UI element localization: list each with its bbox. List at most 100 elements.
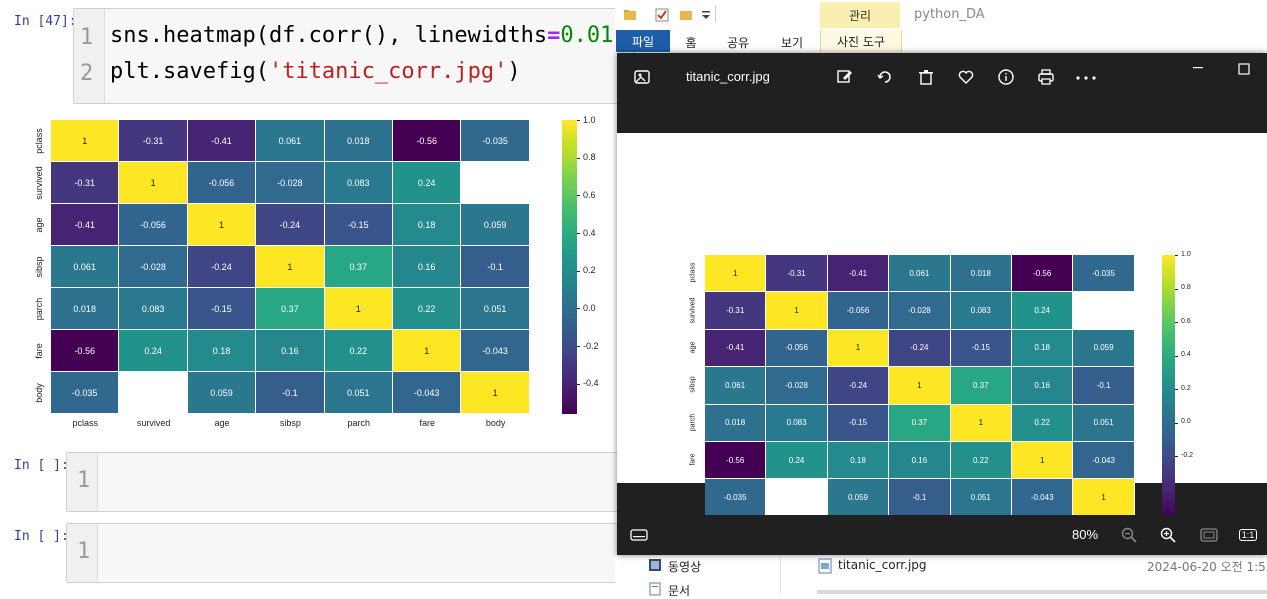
x-tick-label: parch <box>347 418 371 428</box>
favorite-icon <box>958 70 974 84</box>
folder-icon[interactable] <box>623 8 637 22</box>
heatmap-cell: 0.083 <box>324 162 393 204</box>
heatmap-cell: 0.061 <box>889 255 951 293</box>
colorbar-tick-mark <box>1175 355 1178 357</box>
heatmap-cell: 0.24 <box>1012 292 1074 330</box>
heatmap-cell: -0.028 <box>119 246 188 288</box>
info-button[interactable] <box>994 65 1018 89</box>
heatmap-cell: 0.22 <box>324 330 393 372</box>
heatmap-cell: -0.24 <box>187 246 257 288</box>
heatmap-cell: 1 <box>827 329 890 368</box>
colorbar-tick-label: 0.0 <box>583 302 596 313</box>
x-tick-label: pclass <box>72 418 98 428</box>
new-folder-icon[interactable] <box>679 8 693 22</box>
heatmap-cell: 1 <box>324 288 393 330</box>
code-cell-1[interactable]: 1 2 sns.heatmap(df.corr(), linewidths=0.… <box>73 8 635 104</box>
colorbar-tick-mark <box>577 383 580 385</box>
actual-size-icon: 1:1 <box>1238 529 1258 541</box>
heatmap-cell <box>1073 292 1135 330</box>
gallery-button[interactable] <box>630 65 654 89</box>
heatmap-cell: 1 <box>766 292 828 330</box>
heatmap-cell: 1 <box>256 246 325 288</box>
heatmap-cell: 0.22 <box>1012 404 1074 442</box>
edit-button[interactable] <box>833 65 857 89</box>
nav-item-documents[interactable]: 문서 <box>668 584 691 598</box>
tab-view[interactable]: 보기 <box>780 36 804 50</box>
cell-prompt-1: In [47]: <box>14 14 77 29</box>
heatmap-cell: -0.028 <box>766 367 828 405</box>
colorbar-tick-label: -0.4 <box>1181 485 1194 493</box>
colorbar-tick-label: 0.6 <box>1181 317 1191 325</box>
colorbar <box>562 120 577 414</box>
heatmap-cell: 1 <box>950 404 1012 442</box>
heatmap-cell: -0.56 <box>705 442 767 480</box>
more-button[interactable] <box>1074 65 1098 89</box>
heatmap-cell: 0.18 <box>1012 329 1074 368</box>
code-cell-2[interactable]: 1 <box>66 452 628 512</box>
heatmap-cell: -0.1 <box>256 372 325 414</box>
print-button[interactable] <box>1034 65 1058 89</box>
heatmap-cell: 0.37 <box>950 367 1012 405</box>
video-folder-icon <box>649 559 661 571</box>
heatmap-cell: -0.24 <box>256 204 325 246</box>
delete-button[interactable] <box>914 65 938 89</box>
explorer-ribbon <box>615 0 1267 52</box>
rotate-button[interactable] <box>873 65 897 89</box>
heatmap-cell: -0.41 <box>51 204 120 246</box>
line-number: 1 <box>80 25 94 50</box>
cell-prompt-2: In [ ]: <box>14 458 69 473</box>
colorbar <box>1162 255 1175 517</box>
colorbar-tick-label: 0.4 <box>1181 351 1191 359</box>
file-row[interactable]: titanic_corr.jpg 2024-06-20 오전 1:55 <box>800 555 1267 577</box>
heatmap-cell: 0.059 <box>827 479 890 517</box>
heatmap-cell: -0.028 <box>889 292 951 330</box>
heatmap-cell: 1 <box>889 367 951 405</box>
heatmap-cell: -0.056 <box>119 204 188 246</box>
chevron-down-icon[interactable] <box>699 8 713 22</box>
code-cell-3[interactable]: 1 <box>66 523 628 583</box>
edit-icon <box>837 70 852 83</box>
x-tick-label: sibsp <box>279 418 301 428</box>
heatmap-cell: -0.41 <box>187 120 257 162</box>
tab-home[interactable]: 홈 <box>685 36 697 50</box>
heatmap-cell: 1 <box>1073 479 1135 517</box>
maximize-button[interactable] <box>1232 57 1256 81</box>
rotate-icon <box>877 71 891 83</box>
filmstrip-button[interactable] <box>627 523 651 547</box>
minimize-button[interactable] <box>1186 55 1210 79</box>
maximize-icon <box>1238 63 1250 75</box>
colorbar-tick-mark <box>577 346 580 348</box>
heatmap-cell: -0.56 <box>1012 255 1074 293</box>
line-number: 1 <box>77 539 91 564</box>
heatmap-cell: 1 <box>119 162 188 204</box>
file-name: titanic_corr.jpg <box>838 558 927 572</box>
colorbar-tick-mark <box>1175 456 1178 458</box>
heatmap-cell: -0.028 <box>256 162 325 204</box>
colorbar-tick-label: 1.0 <box>1181 250 1191 258</box>
heatmap-cell: 0.061 <box>705 367 767 405</box>
colorbar-tick-label: -0.2 <box>583 340 599 351</box>
colorbar-tick-mark <box>1175 322 1178 324</box>
tab-share[interactable]: 공유 <box>726 36 750 50</box>
zoom-in-button[interactable] <box>1156 523 1180 547</box>
heatmap-cell: -0.15 <box>827 404 890 442</box>
heatmap-cell: -0.035 <box>705 479 767 517</box>
nav-item-videos[interactable]: 동영상 <box>668 560 702 574</box>
y-tick-label: body <box>34 382 44 403</box>
viewer-heatmap-image: 1 -0.31 -0.41 0.061 0.018 -0.56 -0.035 -0.31 1 -0… <box>617 133 1267 528</box>
heatmap-cell: 0.059 <box>461 204 530 246</box>
fit-button[interactable] <box>1197 523 1221 547</box>
context-header: 관리 <box>820 2 900 28</box>
colorbar-tick-mark <box>577 157 580 159</box>
heatmap-cell: -0.56 <box>51 330 120 372</box>
heatmap-cell: 1 <box>51 120 120 162</box>
code-line-2: plt.savefig('titanic_corr.jpg') <box>110 59 521 84</box>
colorbar-tick-label: 1.0 <box>583 114 596 125</box>
tab-file[interactable]: 파일 <box>616 30 670 52</box>
favorite-button[interactable] <box>954 65 978 89</box>
tab-picture-tools[interactable]: 사진 도구 <box>820 30 902 52</box>
properties-icon[interactable] <box>655 8 669 22</box>
scrollbar[interactable] <box>817 590 1267 594</box>
zoom-out-button[interactable] <box>1117 523 1141 547</box>
actual-size-button[interactable]: 1:1 <box>1236 523 1260 547</box>
